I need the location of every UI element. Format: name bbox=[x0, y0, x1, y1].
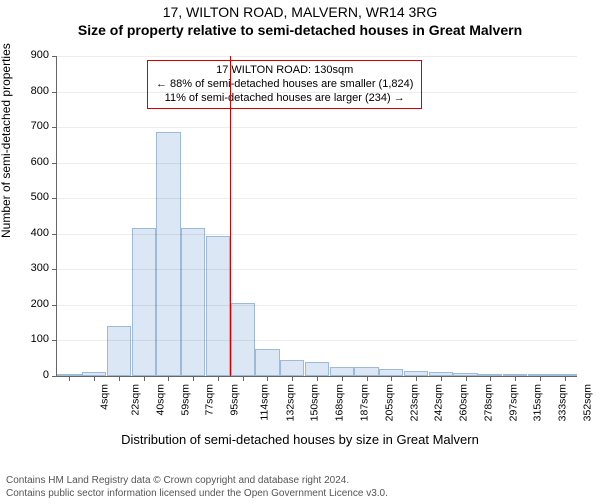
x-tick bbox=[243, 376, 244, 381]
histogram-bar bbox=[181, 228, 205, 376]
x-tick-label: 187sqm bbox=[358, 384, 370, 421]
x-tick bbox=[367, 376, 368, 381]
histogram-bar bbox=[107, 326, 131, 376]
x-tick-label: 223sqm bbox=[408, 384, 420, 421]
y-tick-label: 900 bbox=[31, 49, 49, 61]
y-tick-label: 700 bbox=[31, 120, 49, 132]
histogram-bar bbox=[255, 349, 279, 376]
y-tick-label: 0 bbox=[43, 369, 49, 381]
x-tick-label: 22sqm bbox=[130, 384, 142, 416]
histogram-bar bbox=[132, 228, 156, 376]
annotation-line-1: 17 WILTON ROAD: 130sqm bbox=[156, 64, 413, 78]
x-tick bbox=[565, 376, 566, 381]
x-tick-label: 278sqm bbox=[482, 384, 494, 421]
x-tick bbox=[317, 376, 318, 381]
page-address: 17, WILTON ROAD, MALVERN, WR14 3RG bbox=[0, 4, 600, 20]
x-tick-label: 77sqm bbox=[204, 384, 216, 416]
x-tick bbox=[69, 376, 70, 381]
y-axis-label: Number of semi-detached properties bbox=[0, 43, 13, 238]
y-tick-label: 100 bbox=[31, 333, 49, 345]
x-tick bbox=[515, 376, 516, 381]
footer-line-1: Contains HM Land Registry data © Crown c… bbox=[6, 475, 388, 488]
x-tick bbox=[466, 376, 467, 381]
x-tick bbox=[119, 376, 120, 381]
x-tick bbox=[168, 376, 169, 381]
x-tick-label: 333sqm bbox=[556, 384, 568, 421]
x-tick-label: 260sqm bbox=[457, 384, 469, 421]
x-tick bbox=[540, 376, 541, 381]
y-tick-label: 500 bbox=[31, 191, 49, 203]
y-tick-label: 200 bbox=[31, 298, 49, 310]
x-tick bbox=[416, 376, 417, 381]
x-tick bbox=[490, 376, 491, 381]
y-tick-label: 600 bbox=[31, 156, 49, 168]
y-tick-label: 400 bbox=[31, 227, 49, 239]
x-tick-label: 95sqm bbox=[229, 384, 241, 416]
x-tick-label: 352sqm bbox=[581, 384, 593, 421]
chart-container: Number of semi-detached properties 17 WI… bbox=[0, 48, 600, 428]
subject-marker-line bbox=[230, 56, 231, 376]
x-tick-label: 114sqm bbox=[259, 384, 271, 421]
x-tick-label: 40sqm bbox=[154, 384, 166, 416]
x-tick-label: 297sqm bbox=[507, 384, 519, 421]
footer-attribution: Contains HM Land Registry data © Crown c… bbox=[6, 475, 388, 500]
x-tick bbox=[193, 376, 194, 381]
annotation-line-3: 11% of semi-detached houses are larger (… bbox=[156, 92, 413, 106]
x-tick-label: 4sqm bbox=[99, 384, 111, 410]
x-tick-label: 150sqm bbox=[309, 384, 321, 421]
page-subtitle: Size of property relative to semi-detach… bbox=[0, 22, 600, 38]
y-tick-label: 800 bbox=[31, 85, 49, 97]
plot-area: 17 WILTON ROAD: 130sqm ← 88% of semi-det… bbox=[56, 56, 577, 377]
x-tick bbox=[218, 376, 219, 381]
x-tick bbox=[94, 376, 95, 381]
x-tick-label: 59sqm bbox=[179, 384, 191, 416]
annotation-box: 17 WILTON ROAD: 130sqm ← 88% of semi-det… bbox=[147, 60, 422, 109]
x-tick bbox=[292, 376, 293, 381]
histogram-bar bbox=[354, 367, 378, 376]
y-tick-label: 300 bbox=[31, 262, 49, 274]
footer-line-2: Contains public sector information licen… bbox=[6, 488, 388, 501]
x-tick bbox=[441, 376, 442, 381]
x-tick-label: 168sqm bbox=[334, 384, 346, 421]
x-tick-label: 205sqm bbox=[383, 384, 395, 421]
x-tick bbox=[267, 376, 268, 381]
histogram-bar bbox=[330, 367, 354, 376]
x-axis-label: Distribution of semi-detached houses by … bbox=[0, 432, 600, 447]
x-tick bbox=[144, 376, 145, 381]
x-tick bbox=[391, 376, 392, 381]
x-tick-label: 315sqm bbox=[532, 384, 544, 421]
x-tick-label: 242sqm bbox=[433, 384, 445, 421]
histogram-bar bbox=[305, 362, 329, 376]
annotation-line-2: ← 88% of semi-detached houses are smalle… bbox=[156, 78, 413, 92]
x-tick-label: 132sqm bbox=[284, 384, 296, 421]
x-tick bbox=[342, 376, 343, 381]
histogram-bar bbox=[379, 369, 403, 376]
histogram-bar bbox=[280, 360, 304, 376]
